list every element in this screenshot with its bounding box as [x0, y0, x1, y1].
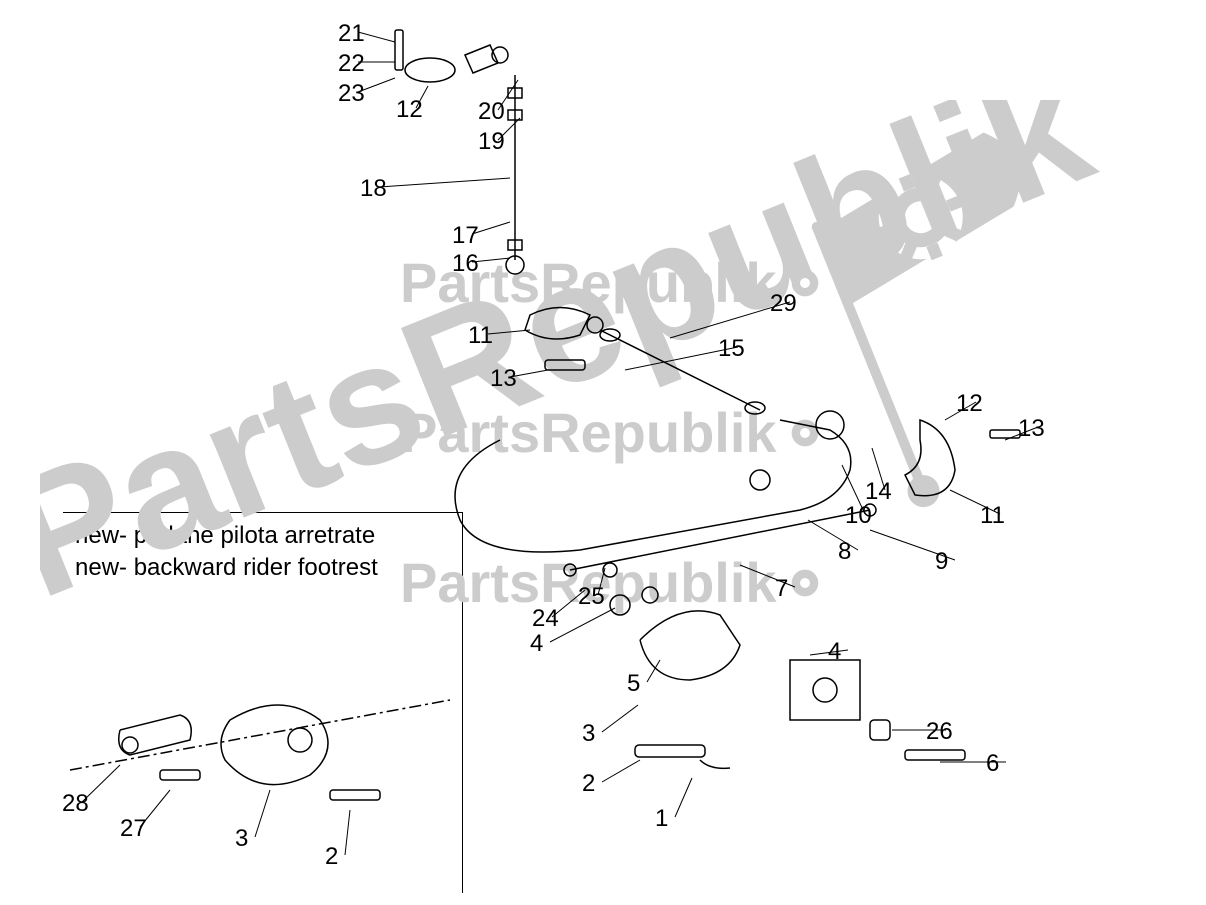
callout-11: 11 — [468, 322, 493, 350]
callout-25: 25 — [578, 583, 605, 611]
callout-8: 8 — [838, 538, 851, 566]
callout-13: 13 — [490, 365, 517, 393]
callout-3: 3 — [235, 825, 248, 853]
callout-3: 3 — [582, 720, 595, 748]
callout-19: 19 — [478, 128, 505, 156]
callout-17: 17 — [452, 222, 479, 250]
callout-22: 22 — [338, 50, 365, 78]
callout-18: 18 — [360, 175, 387, 203]
callout-26: 26 — [926, 718, 953, 746]
callout-4: 4 — [530, 630, 543, 658]
callout-7: 7 — [775, 575, 788, 603]
callout-6: 6 — [986, 750, 999, 778]
callout-27: 27 — [120, 815, 147, 843]
callout-23: 23 — [338, 80, 365, 108]
callout-13: 13 — [1018, 415, 1045, 443]
callout-9: 9 — [935, 548, 948, 576]
leader-lines — [0, 0, 1206, 905]
callout-11: 11 — [980, 502, 1005, 530]
callout-5: 5 — [627, 670, 640, 698]
callout-1: 1 — [655, 805, 668, 833]
callout-2: 2 — [582, 770, 595, 798]
callout-28: 28 — [62, 790, 89, 818]
callout-20: 20 — [478, 98, 505, 126]
callout-10: 10 — [845, 502, 872, 530]
callout-2: 2 — [325, 843, 338, 871]
callout-12: 12 — [956, 390, 983, 418]
callout-15: 15 — [718, 335, 745, 363]
callout-24: 24 — [532, 605, 559, 633]
callout-16: 16 — [452, 250, 479, 278]
callout-29: 29 — [770, 290, 797, 318]
callout-12: 12 — [396, 96, 423, 124]
callout-21: 21 — [338, 20, 365, 48]
callout-4: 4 — [828, 638, 841, 666]
parts-diagram-canvas: PartsRepublik PartsRepublik PartsRepubli… — [0, 0, 1206, 905]
